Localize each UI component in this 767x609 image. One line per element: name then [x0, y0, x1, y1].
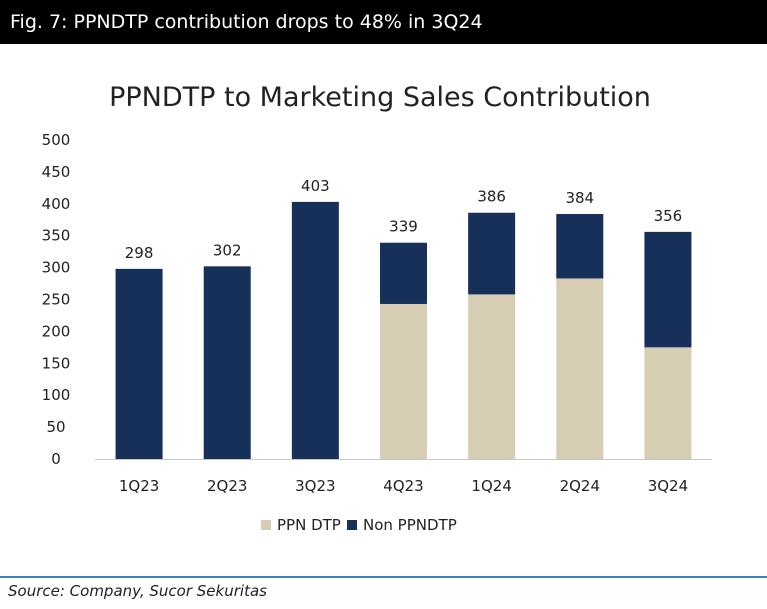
source-divider	[0, 576, 767, 578]
bar-ppn-dtp-1q24	[468, 294, 516, 459]
x-tick-label: 2Q23	[207, 477, 247, 495]
bar-non-ppndtp-1q24	[468, 212, 516, 295]
bar-ppn-dtp-3q24	[644, 347, 692, 459]
y-tick-label: 300	[42, 259, 71, 277]
legend: PPN DTP Non PPNDTP	[261, 516, 457, 534]
bar-non-ppndtp-4q23	[380, 242, 427, 304]
x-tick-label: 3Q23	[295, 477, 335, 495]
y-tick-label: 400	[42, 195, 71, 213]
legend-label: PPN DTP	[277, 516, 341, 534]
bar-ppn-dtp-2q24	[556, 278, 604, 459]
y-tick-label: 200	[42, 322, 71, 340]
total-label: 384	[565, 189, 594, 207]
y-tick-label: 350	[42, 227, 71, 245]
bars	[115, 201, 692, 460]
legend-label: Non PPNDTP	[363, 516, 457, 534]
y-tick-label: 0	[51, 450, 61, 468]
legend-swatch	[347, 520, 357, 530]
figure-header: Fig. 7: PPNDTP contribution drops to 48%…	[0, 0, 767, 44]
x-tick-label: 1Q24	[471, 477, 511, 495]
bar-ppn-dtp-4q23	[380, 303, 427, 459]
bar-non-ppndtp-3q24	[644, 231, 692, 348]
stacked-bar-chart: PPNDTP to Marketing Sales Contribution 0…	[42, 82, 712, 534]
x-tick-label: 1Q23	[119, 477, 159, 495]
total-label: 302	[213, 241, 242, 259]
y-tick-label: 150	[42, 354, 71, 372]
bar-non-ppndtp-2q24	[556, 214, 604, 279]
x-axis: 1Q23 2Q23 3Q23 4Q23 1Q24 2Q24 3Q24	[95, 459, 712, 495]
bar-non-ppndtp-2q23	[203, 266, 251, 459]
y-axis: 0 50 100 150 200 250 300 350 400 450 500	[42, 131, 71, 468]
total-labels: 298 302 403 339 386 384 356	[125, 177, 682, 262]
bar-non-ppndtp-1q23	[115, 268, 163, 459]
total-label: 356	[654, 207, 683, 225]
source-note: Source: Company, Sucor Sekuritas	[8, 582, 267, 600]
y-tick-label: 250	[42, 291, 71, 309]
total-label: 386	[477, 188, 506, 206]
chart-title: PPNDTP to Marketing Sales Contribution	[109, 82, 651, 113]
total-label: 339	[389, 218, 418, 236]
y-tick-label: 50	[46, 418, 65, 436]
x-tick-label: 4Q23	[383, 477, 423, 495]
y-tick-label: 100	[42, 386, 71, 404]
x-tick-label: 2Q24	[560, 477, 600, 495]
bar-non-ppndtp-3q23	[291, 201, 339, 460]
x-tick-label: 3Q24	[648, 477, 688, 495]
legend-swatch	[261, 520, 271, 530]
total-label: 298	[125, 244, 154, 262]
y-tick-label: 500	[42, 131, 71, 149]
total-label: 403	[301, 177, 330, 195]
y-tick-label: 450	[42, 163, 71, 181]
